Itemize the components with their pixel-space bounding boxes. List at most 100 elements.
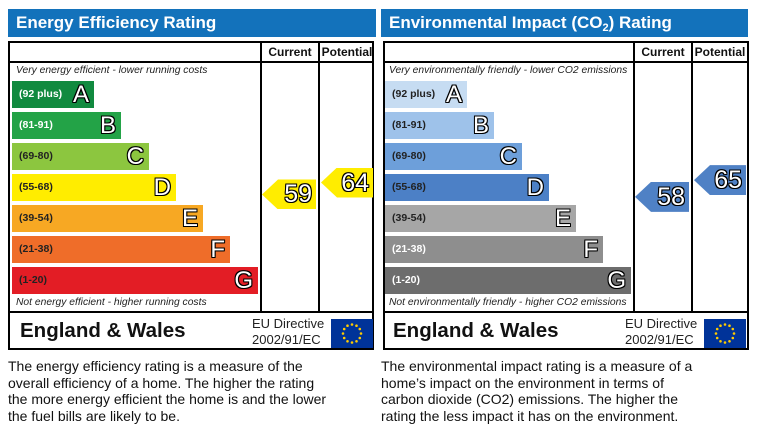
description-line: the more energy efficient the home is an… <box>8 391 327 407</box>
eu-star-icon <box>359 332 363 335</box>
panel-title-text: Energy Efficiency Rating <box>16 13 217 32</box>
eu-star-icon <box>358 336 362 340</box>
eu-star-icon <box>732 332 736 335</box>
eu-star-icon <box>346 324 349 328</box>
band-range: (69-80) <box>392 150 426 162</box>
band-letter: D <box>526 174 544 201</box>
eu-star-icon <box>358 327 362 331</box>
description: The energy efficiency rating is a measur… <box>8 358 326 424</box>
description-line: The environmental impact rating is a mea… <box>381 358 693 374</box>
rating-band-e: (39-54) E <box>12 205 203 232</box>
band-range: (39-54) <box>19 212 53 224</box>
eu-star-icon <box>355 324 358 328</box>
directive-number: 2002/91/EC <box>252 332 321 347</box>
bottom-note: Not environmentally friendly - higher CO… <box>389 297 627 308</box>
header-divider <box>8 61 374 63</box>
eu-star-icon <box>731 327 735 331</box>
panel-title-subscript: 2 <box>602 22 609 34</box>
band-range: (1-20) <box>19 274 48 286</box>
band-letter: A <box>445 81 462 108</box>
eu-star-icon <box>731 336 735 340</box>
top-note: Very energy efficient - lower running co… <box>16 65 208 76</box>
top-note: Very environmentally friendly - lower CO… <box>389 65 628 76</box>
rating-band-c: (69-80) C <box>385 143 522 170</box>
environmental-impact-panel: Environmental Impact (CO2) Rating Curren… <box>373 0 753 429</box>
band-range: (92 plus) <box>392 88 436 100</box>
band-letter: B <box>472 112 489 139</box>
band-range: (92 plus) <box>19 88 63 100</box>
band-range: (69-80) <box>19 150 53 162</box>
description-line: The energy efficiency rating is a measur… <box>8 358 303 374</box>
eu-star-icon <box>715 336 719 340</box>
rating-band-g: (1-20) G <box>385 267 631 294</box>
description-line: the fuel bills are likely to be. <box>8 407 180 424</box>
band-range: (21-38) <box>19 243 53 255</box>
band-range: (81-91) <box>392 119 426 131</box>
column-divider <box>318 41 320 312</box>
eu-star-icon <box>341 332 345 335</box>
eu-star-icon <box>728 339 731 343</box>
current-rating-value: 58 <box>657 182 685 211</box>
description-line: carbon dioxide (CO2) emissions. The high… <box>381 391 679 407</box>
band-range: (39-54) <box>392 212 426 224</box>
rating-band-a: (92 plus) A <box>385 81 467 108</box>
eu-star-icon <box>350 323 354 326</box>
eu-star-icon <box>342 336 346 340</box>
directive-number: 2002/91/EC <box>625 332 694 347</box>
band-letter: G <box>234 267 253 294</box>
current-rating-arrow: 58 <box>635 181 689 212</box>
eu-star-icon <box>355 339 358 343</box>
description-line: overall efficiency of a home. The higher… <box>8 374 315 391</box>
rating-band-b: (81-91) B <box>12 112 121 139</box>
rating-band-d: (55-68) D <box>385 174 549 201</box>
rating-band-f: (21-38) F <box>385 236 603 263</box>
region-label: England & Wales <box>20 319 186 342</box>
panel-title-text: Environmental Impact (CO <box>389 13 603 32</box>
region-label: England & Wales <box>393 319 559 342</box>
band-letter: C <box>499 143 517 170</box>
eu-flag-icon <box>704 319 746 348</box>
eu-star-icon <box>719 339 722 343</box>
panel-title-suffix: ) Rating <box>608 13 672 32</box>
column-header-current: Current <box>268 45 312 59</box>
panel-title: Energy Efficiency Rating <box>8 9 376 37</box>
band-letter: B <box>99 112 116 139</box>
band-letter: D <box>153 174 171 201</box>
rating-table <box>8 41 374 350</box>
column-divider <box>633 41 635 312</box>
footer-divider <box>8 311 374 313</box>
directive-label: EU Directive <box>625 316 698 331</box>
current-rating-value: 59 <box>284 180 312 209</box>
description-line: rating the less impact it has on the env… <box>381 407 679 424</box>
eu-star-icon <box>714 332 718 335</box>
band-letter: E <box>181 205 198 232</box>
band-letter: A <box>72 81 89 108</box>
eu-star-icon <box>723 341 727 344</box>
band-letter: E <box>554 205 571 232</box>
rating-band-c: (69-80) C <box>12 143 149 170</box>
column-divider <box>260 41 262 312</box>
column-header-potential: Potential <box>694 45 746 59</box>
panel-title: Environmental Impact (CO2) Rating <box>381 9 748 37</box>
rating-band-b: (81-91) B <box>385 112 494 139</box>
band-range: (81-91) <box>19 119 53 131</box>
eu-star-icon <box>728 324 731 328</box>
rating-band-e: (39-54) E <box>385 205 576 232</box>
rating-band-g: (1-20) G <box>12 267 258 294</box>
rating-table <box>383 41 749 350</box>
eu-flag-icon <box>331 319 373 348</box>
column-header-current: Current <box>641 45 685 59</box>
potential-rating-value: 65 <box>714 166 742 195</box>
bottom-note: Not energy efficient - higher running co… <box>16 297 207 308</box>
column-header-potential: Potential <box>321 45 373 59</box>
header-divider <box>383 61 749 63</box>
description: The environmental impact rating is a mea… <box>381 358 692 424</box>
rating-band-f: (21-38) F <box>12 236 230 263</box>
band-letter: F <box>583 236 598 263</box>
eu-star-icon <box>723 323 727 326</box>
eu-star-icon <box>342 327 346 331</box>
band-letter: F <box>210 236 225 263</box>
band-range: (21-38) <box>392 243 426 255</box>
eu-star-icon <box>350 341 354 344</box>
footer-divider <box>383 311 749 313</box>
